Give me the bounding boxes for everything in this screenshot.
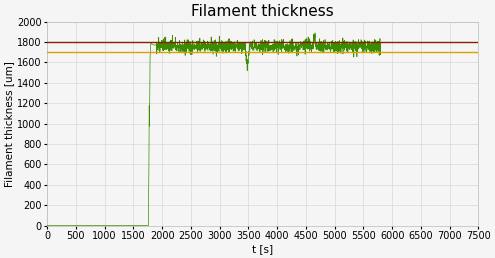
Y-axis label: Filament thickness [um]: Filament thickness [um] <box>4 61 14 187</box>
Title: Filament thickness: Filament thickness <box>192 4 334 19</box>
X-axis label: t [s]: t [s] <box>252 244 273 254</box>
